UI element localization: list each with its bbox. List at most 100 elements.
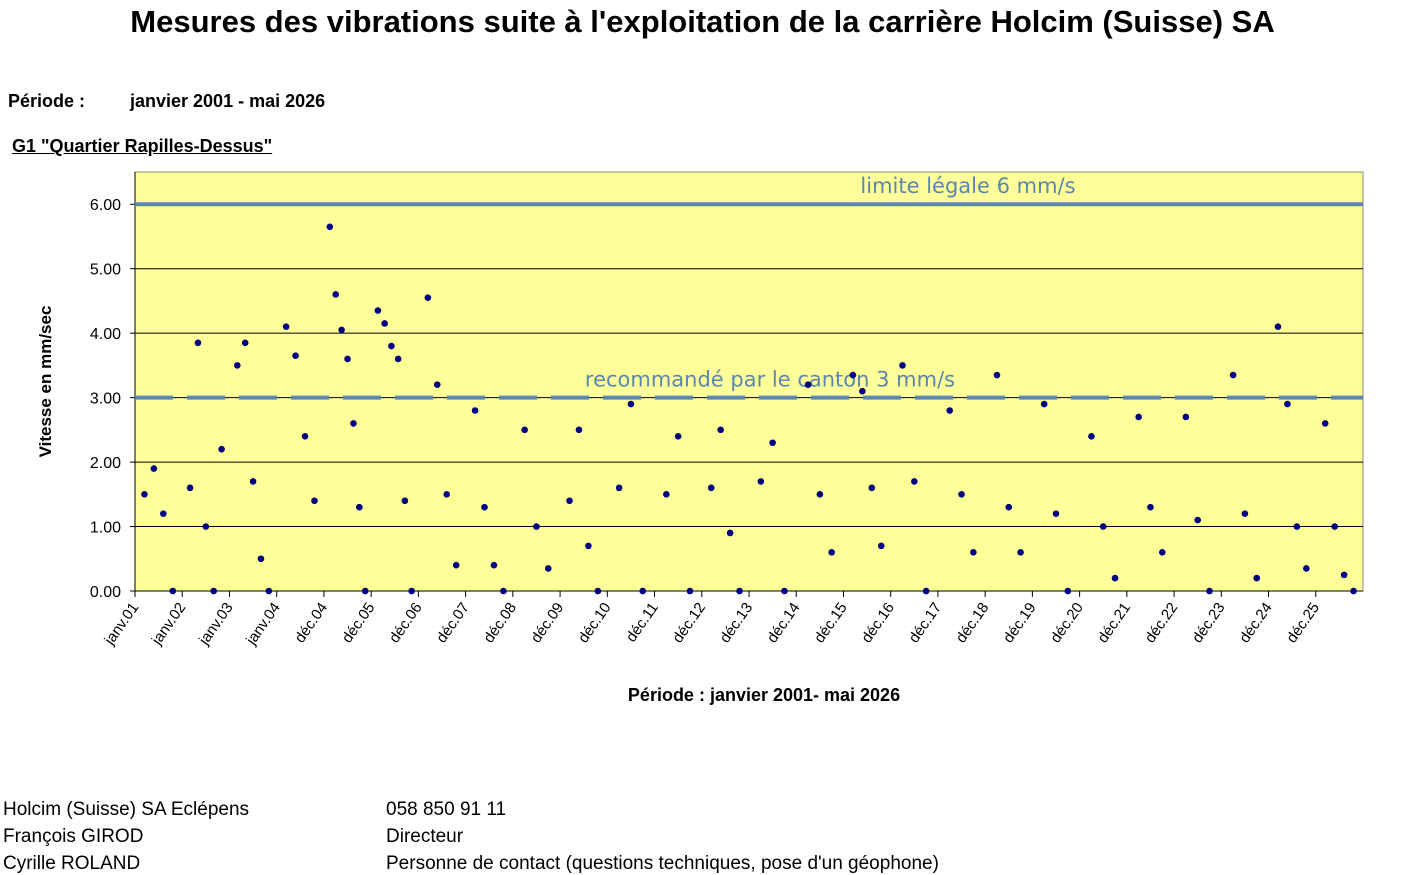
- x-tick-label: déc.24: [1236, 600, 1276, 647]
- data-point: [361, 587, 369, 595]
- y-tick-label: 3.00: [90, 391, 121, 408]
- y-tick-label: 1.00: [90, 520, 121, 537]
- period-label: Période :: [8, 91, 86, 111]
- data-point: [338, 326, 345, 334]
- x-tick-label: déc.14: [764, 600, 804, 647]
- data-point: [521, 426, 528, 434]
- data-point: [150, 465, 158, 472]
- data-point: [726, 529, 734, 537]
- footer-company: Holcim (Suisse) SA Eclépens: [3, 799, 250, 820]
- data-point: [394, 355, 402, 363]
- data-point: [481, 503, 488, 511]
- legal-limit-label: limite légale 6 mm/s: [860, 174, 1075, 198]
- data-point: [218, 445, 225, 453]
- data-point: [1088, 432, 1095, 440]
- data-point: [141, 491, 148, 498]
- x-tick-label: déc.16: [858, 600, 898, 647]
- y-tick-label: 4.00: [90, 326, 121, 343]
- data-point: [1303, 565, 1310, 572]
- x-tick-label: déc.06: [386, 600, 426, 647]
- data-point: [804, 381, 812, 389]
- data-point: [344, 355, 351, 363]
- data-point: [194, 339, 202, 347]
- x-tick-label: déc.20: [1047, 600, 1087, 647]
- footer-person-1: François GIROD: [3, 826, 144, 847]
- x-tick-label: déc.08: [480, 600, 520, 647]
- x-tick-label: janv.02: [148, 600, 190, 649]
- data-point: [401, 497, 409, 505]
- data-point: [1064, 587, 1072, 595]
- x-tick-label: déc.10: [575, 600, 615, 647]
- data-point: [686, 587, 694, 595]
- data-point: [566, 497, 573, 505]
- data-point: [160, 510, 167, 517]
- y-tick-label: 6.00: [90, 197, 121, 214]
- data-point: [1111, 574, 1119, 582]
- data-point: [1052, 510, 1060, 517]
- footer-role-1: Directeur: [386, 826, 464, 847]
- x-tick-label: déc.23: [1189, 600, 1229, 647]
- data-point: [311, 497, 318, 505]
- x-tick-label: déc.07: [433, 600, 473, 647]
- data-point: [1099, 523, 1107, 530]
- data-point: [1350, 587, 1357, 595]
- data-point: [388, 342, 395, 350]
- data-point: [639, 587, 647, 595]
- data-point: [1253, 574, 1261, 582]
- data-point: [1340, 571, 1348, 579]
- data-point: [911, 478, 918, 485]
- data-point: [594, 587, 602, 595]
- data-point: [332, 291, 340, 298]
- data-point: [424, 294, 432, 301]
- data-point: [241, 339, 249, 347]
- x-tick-label: janv.04: [242, 600, 284, 649]
- data-point: [1147, 503, 1154, 511]
- data-point: [249, 478, 257, 485]
- x-tick-label: déc.25: [1283, 600, 1323, 647]
- data-point: [265, 587, 273, 595]
- data-point: [408, 587, 415, 595]
- period-value: janvier 2001 - mai 2026: [130, 91, 326, 111]
- data-point: [615, 484, 623, 492]
- data-point: [292, 352, 299, 360]
- data-point: [922, 587, 930, 595]
- footer-phone: 058 850 91 11: [386, 799, 507, 820]
- x-tick-label: déc.17: [905, 600, 945, 647]
- data-point: [575, 426, 583, 434]
- data-point: [1293, 523, 1301, 530]
- data-point: [781, 587, 788, 595]
- x-tick-label: déc.04: [291, 600, 331, 647]
- data-point: [234, 362, 241, 369]
- data-point: [970, 549, 977, 556]
- x-tick-label: déc.13: [717, 600, 757, 647]
- data-point: [627, 400, 635, 408]
- data-point: [1158, 549, 1166, 556]
- data-point: [1194, 516, 1201, 524]
- footer-role-2: Personne de contact (questions technique…: [386, 853, 939, 874]
- data-point: [356, 503, 363, 511]
- data-point: [381, 320, 388, 327]
- data-point: [1321, 420, 1329, 427]
- x-tick-label: déc.21: [1094, 600, 1134, 647]
- x-tick-label: déc.22: [1142, 600, 1182, 647]
- x-tick-label: déc.19: [1000, 600, 1040, 647]
- data-point: [544, 565, 552, 572]
- page-title: Mesures des vibrations suite à l'exploit…: [130, 4, 1275, 39]
- data-point: [1241, 510, 1249, 517]
- data-point: [282, 323, 290, 331]
- data-point: [1229, 371, 1237, 379]
- data-point: [674, 432, 682, 440]
- data-point: [257, 555, 265, 563]
- data-point: [585, 542, 592, 550]
- x-tick-label: janv.03: [195, 600, 237, 649]
- data-point: [186, 484, 194, 492]
- data-point: [350, 420, 357, 427]
- x-tick-label: déc.11: [623, 600, 662, 646]
- data-point: [169, 587, 177, 595]
- x-tick-label: déc.15: [811, 600, 851, 647]
- data-point: [899, 362, 906, 369]
- y-axis-title: Vitesse en mm/sec: [36, 306, 55, 458]
- data-point: [433, 381, 441, 389]
- data-point: [769, 439, 776, 447]
